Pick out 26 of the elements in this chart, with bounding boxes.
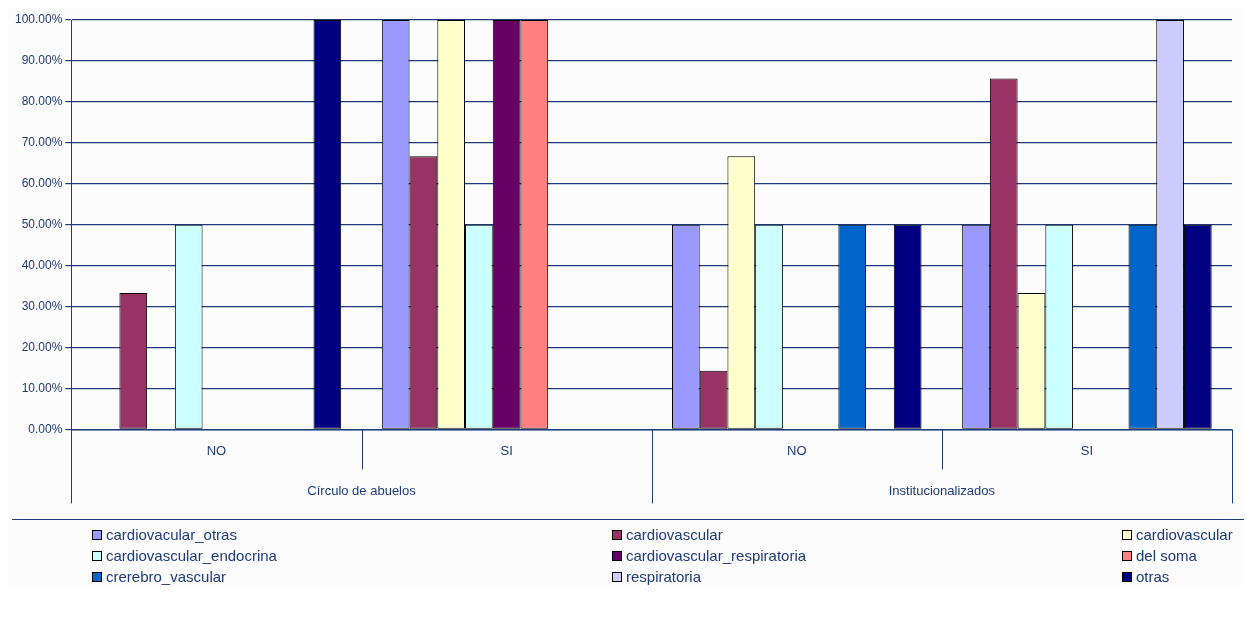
y-tick-label: 0.00% <box>28 421 63 436</box>
y-tick-label: 60.00% <box>21 176 63 191</box>
legend-label: del soma <box>1136 547 1197 564</box>
y-tick-label: 10.00% <box>21 380 63 395</box>
y-tick-label: 70.00% <box>21 135 63 150</box>
y-tick-label: 100.00% <box>15 12 63 27</box>
legend-label: cardiovacular_otras <box>106 526 237 543</box>
x-tick-label: SI <box>500 442 513 458</box>
x-tick-label: NO <box>787 442 807 458</box>
y-tick-label: 40.00% <box>21 257 63 272</box>
legend-label: otras <box>1136 568 1170 585</box>
text: Institucionalizados <box>888 482 996 498</box>
legend-label: cardiovascular <box>1136 526 1233 543</box>
x-tick-label: SI <box>1080 442 1094 458</box>
legend-label: respiratoria <box>626 568 702 585</box>
text: Círculo de abuelos <box>307 482 417 498</box>
legend-label: cardiovascular_respiratoria <box>626 547 807 564</box>
y-tick-label: 30.00% <box>21 298 63 313</box>
x-tick-label: NO <box>206 442 227 458</box>
legend-label: cardiovascular <box>626 526 723 543</box>
y-tick-label: 20.00% <box>21 339 63 354</box>
legend-label: crerebro_vascular <box>106 568 227 585</box>
legend-label: cardiovascular_endocrina <box>106 547 277 564</box>
y-tick-label: 90.00% <box>21 53 63 68</box>
y-tick-label: 50.00% <box>21 217 63 232</box>
y-tick-label: 80.00% <box>21 94 63 109</box>
